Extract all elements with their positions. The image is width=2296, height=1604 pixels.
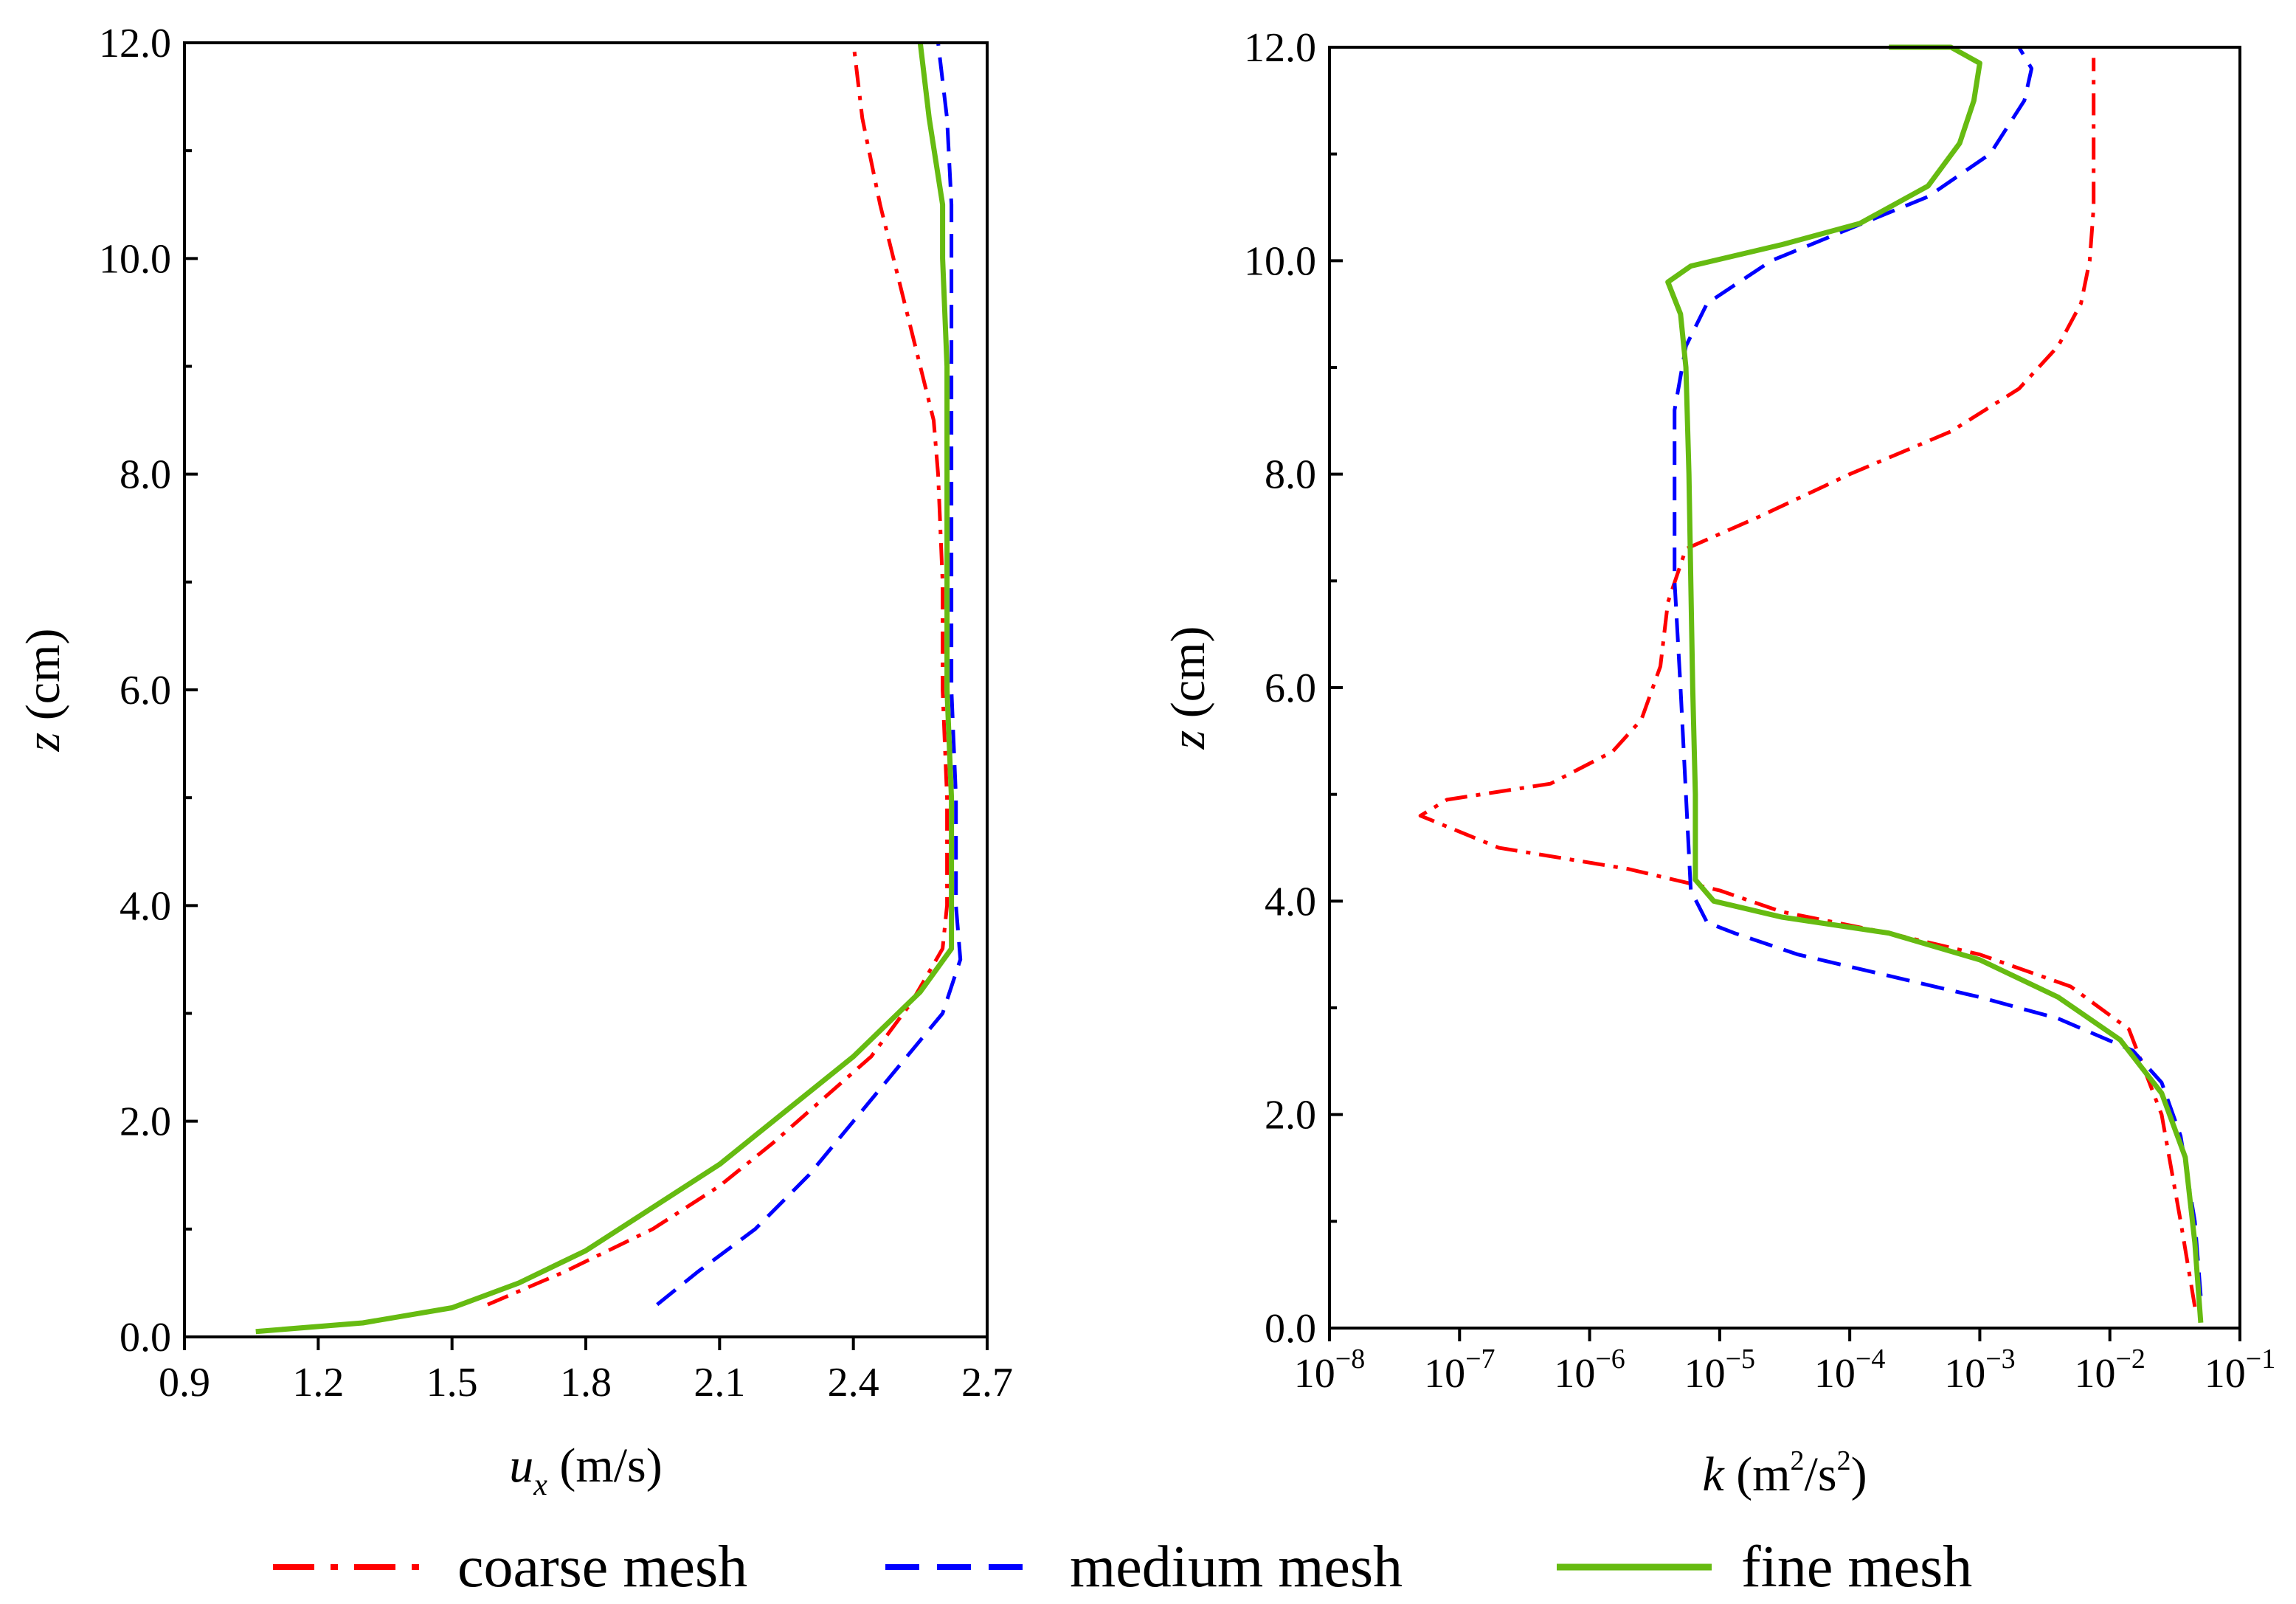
legend-item-coarse-mesh: coarse mesh	[273, 1535, 747, 1600]
x-tick-label: 2.1	[694, 1360, 745, 1406]
x-tick-label: 10−1	[2205, 1344, 2275, 1397]
y-tick-label: 2.0	[1265, 1093, 1316, 1138]
velocity-y-axis-label: z (cm)	[16, 629, 70, 753]
series-fine-mesh	[255, 42, 955, 1335]
series-medium-mesh	[656, 42, 963, 1307]
legend-item-fine-mesh: fine mesh	[1557, 1535, 1972, 1600]
x-tick-label: 1.2	[292, 1360, 344, 1406]
y-tick-label: 10.0	[1244, 238, 1316, 284]
y-tick-label: 6.0	[1265, 666, 1316, 711]
velocity-ticks: 0.9 1.2 1.5 1.8 2.1 2.4 2.7 0.0 2.0 4.0 6.0 8.0 10.0…	[99, 21, 1013, 1406]
tke-ticks: 10−8 10−7 10−6 10−5 10−4 10−3 10−2 10−1 0.0 2.0 4.…	[1244, 25, 2275, 1397]
y-tick-label: 4.0	[120, 883, 171, 929]
y-tick-label: 8.0	[1265, 452, 1316, 498]
x-tick-label: 10−7	[1424, 1344, 1495, 1397]
x-tick-label: 10−6	[1554, 1344, 1625, 1397]
velocity-profile-chart: 0.9 1.2 1.5 1.8 2.1 2.4 2.7 0.0 2.0 4.0 6.0 8.0 10.0…	[16, 21, 1013, 1502]
y-tick-label: 2.0	[120, 1099, 171, 1145]
x-tick-label: 10−3	[1944, 1344, 2015, 1397]
series-medium-mesh	[1673, 46, 2203, 1296]
legend-item-medium-mesh: medium mesh	[885, 1535, 1403, 1600]
tke-y-axis-label: z (cm)	[1161, 626, 1215, 750]
y-tick-label: 0.0	[120, 1315, 171, 1361]
series-fine-mesh	[1665, 44, 2204, 1324]
tke-profile-chart: 10−8 10−7 10−6 10−5 10−4 10−3 10−2 10−1 0.0 2.0 4.…	[1161, 25, 2275, 1501]
tke-x-axis-label: k (m2/s2)	[1702, 1445, 1867, 1501]
y-tick-label: 0.0	[1265, 1306, 1316, 1352]
x-tick-label: 10−5	[1684, 1344, 1755, 1397]
x-tick-label: 10−4	[1814, 1344, 1885, 1397]
tke-plot-frame	[1328, 46, 2241, 1330]
legend-label: coarse mesh	[457, 1535, 747, 1600]
x-tick-label: 1.5	[426, 1360, 478, 1406]
y-tick-label: 12.0	[99, 21, 171, 66]
velocity-x-axis-label: ux (m/s)	[509, 1439, 662, 1502]
x-tick-label: 10−2	[2074, 1344, 2145, 1397]
velocity-plot-frame	[183, 41, 989, 1338]
series-coarse-mesh	[487, 42, 950, 1307]
y-tick-label: 8.0	[120, 452, 171, 498]
legend: coarse mesh medium mesh fine mesh	[273, 1535, 1972, 1600]
legend-label: fine mesh	[1741, 1535, 1972, 1600]
x-tick-label: 2.4	[828, 1360, 879, 1406]
x-tick-label: 10−8	[1294, 1344, 1365, 1397]
y-tick-label: 4.0	[1265, 879, 1316, 924]
x-tick-label: 1.8	[560, 1360, 612, 1406]
velocity-series-group	[255, 42, 963, 1335]
tke-series-group	[1418, 44, 2204, 1324]
x-tick-label: 2.7	[961, 1360, 1013, 1406]
legend-label: medium mesh	[1070, 1535, 1403, 1600]
x-tick-label: 0.9	[159, 1360, 210, 1406]
y-tick-label: 10.0	[99, 236, 171, 282]
y-tick-label: 6.0	[120, 668, 171, 713]
y-tick-label: 12.0	[1244, 25, 1316, 71]
